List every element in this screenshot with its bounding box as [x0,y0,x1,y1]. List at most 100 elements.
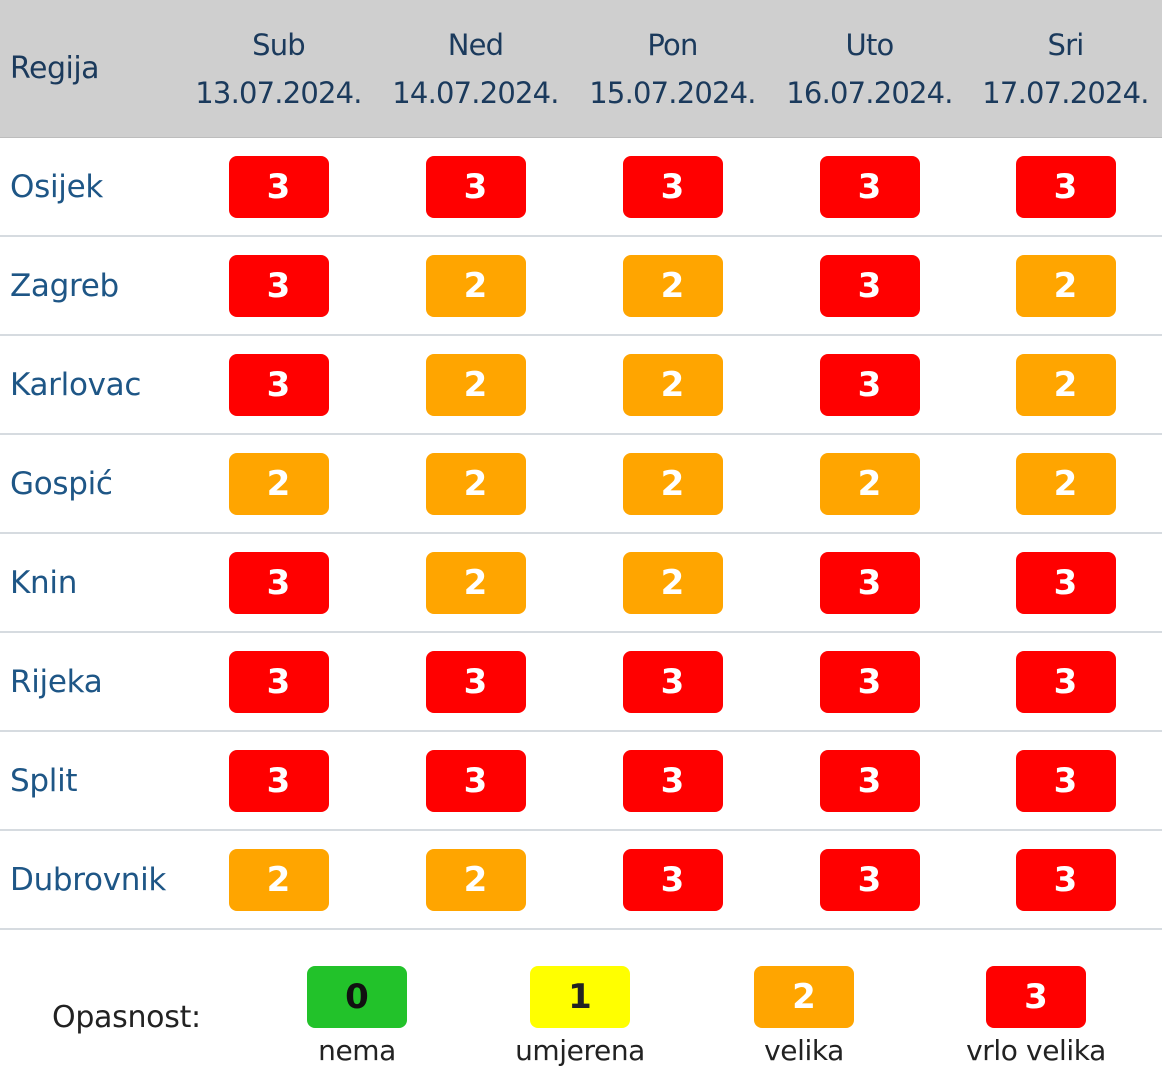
level-badge: 3 [228,749,329,812]
level-badge: 3 [425,749,526,812]
day-name: Uto [845,27,895,62]
level-badge: 3 [819,749,920,812]
legend-item-2: 2 velika [704,966,904,1067]
danger-cell: 3 [180,650,377,713]
danger-cell: 2 [377,848,574,911]
level-badge: 3 [986,966,1086,1028]
danger-cell: 3 [968,848,1162,911]
legend-item-0: 0 nema [257,966,457,1067]
table-row: Knin 3 2 2 3 3 [0,534,1162,633]
level-badge: 2 [425,848,526,911]
level-badge: 3 [819,650,920,713]
danger-cell: 3 [574,650,771,713]
danger-cell: 3 [377,155,574,218]
level-badge: 3 [425,155,526,218]
table-header: Regija Sub 13.07.2024. Ned 14.07.2024. P… [0,0,1162,138]
day-date: 16.07.2024. [786,75,953,110]
day-column-header: Uto 16.07.2024. [771,21,968,117]
level-badge: 2 [228,848,329,911]
day-name: Ned [447,27,504,62]
legend-title: Opasnost: [52,1000,201,1035]
level-badge: 3 [1015,650,1116,713]
danger-cell: 3 [771,353,968,416]
table-row: Dubrovnik 2 2 3 3 3 [0,831,1162,930]
danger-cell: 3 [574,848,771,911]
day-name: Pon [647,27,698,62]
level-badge: 3 [622,749,723,812]
region-name: Gospić [10,465,113,502]
danger-cell: 3 [377,650,574,713]
level-badge: 2 [622,551,723,614]
danger-cell: 3 [180,155,377,218]
danger-cell: 2 [574,353,771,416]
level-badge: 2 [819,452,920,515]
danger-cell: 2 [968,353,1162,416]
day-date: 14.07.2024. [392,75,559,110]
danger-cell: 2 [180,848,377,911]
level-badge: 3 [819,551,920,614]
level-badge: 2 [622,353,723,416]
level-badge: 3 [228,551,329,614]
level-badge: 0 [307,966,407,1028]
region-column-header: Regija [10,51,100,86]
danger-cell: 2 [180,452,377,515]
level-badge: 3 [819,254,920,317]
level-badge: 2 [425,254,526,317]
danger-cell: 2 [574,254,771,317]
level-badge: 3 [425,650,526,713]
table-row: Osijek 3 3 3 3 3 [0,138,1162,237]
danger-cell: 3 [180,749,377,812]
level-badge: 3 [1015,155,1116,218]
region-name: Zagreb [10,267,119,304]
table-row: Rijeka 3 3 3 3 3 [0,633,1162,732]
day-date: 15.07.2024. [589,75,756,110]
danger-cell: 3 [574,749,771,812]
danger-cell: 3 [771,254,968,317]
day-date: 13.07.2024. [195,75,362,110]
region-name: Split [10,762,78,799]
day-column-header: Sri 17.07.2024. [968,21,1162,117]
danger-cell: 3 [771,551,968,614]
level-badge: 3 [622,848,723,911]
legend-label: velika [764,1034,844,1067]
table-row: Split 3 3 3 3 3 [0,732,1162,831]
day-date: 17.07.2024. [982,75,1149,110]
danger-cell: 3 [771,650,968,713]
table-row: Zagreb 3 2 2 3 2 [0,237,1162,336]
level-badge: 2 [228,452,329,515]
danger-cell: 3 [771,749,968,812]
level-badge: 3 [1015,749,1116,812]
danger-cell: 3 [180,551,377,614]
level-badge: 3 [228,650,329,713]
table-row: Gospić 2 2 2 2 2 [0,435,1162,534]
danger-cell: 2 [968,254,1162,317]
day-column-header: Pon 15.07.2024. [574,21,771,117]
level-badge: 2 [754,966,854,1028]
fire-danger-table: Regija Sub 13.07.2024. Ned 14.07.2024. P… [0,0,1162,930]
danger-cell: 3 [771,155,968,218]
region-name: Knin [10,564,78,601]
level-badge: 3 [819,848,920,911]
level-badge: 3 [228,254,329,317]
danger-cell: 3 [771,848,968,911]
level-badge: 2 [622,254,723,317]
danger-cell: 2 [968,452,1162,515]
level-badge: 3 [1015,848,1116,911]
danger-cell: 3 [180,254,377,317]
level-badge: 2 [425,452,526,515]
danger-cell: 3 [574,155,771,218]
danger-cell: 3 [377,749,574,812]
legend-label: vrlo velika [966,1034,1106,1067]
legend-item-1: 1 umjerena [480,966,680,1067]
day-name: Sri [1047,27,1085,62]
table-row: Karlovac 3 2 2 3 2 [0,336,1162,435]
table-body: Osijek 3 3 3 3 3 Zagreb 3 2 2 3 2 Karlovac 3 2 2 3 2 Gospi… [0,138,1162,930]
level-badge: 3 [228,155,329,218]
day-name: Sub [252,27,306,62]
region-name: Rijeka [10,663,103,700]
region-name: Karlovac [10,366,142,403]
danger-cell: 2 [574,452,771,515]
danger-legend: Opasnost: 0 nema 1 umjerena 2 velika 3 v… [0,930,1162,1090]
danger-cell: 3 [180,353,377,416]
level-badge: 2 [1015,452,1116,515]
